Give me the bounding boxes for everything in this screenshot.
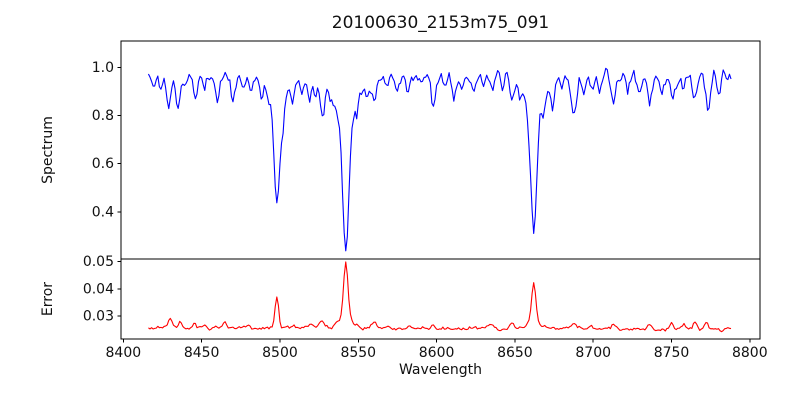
error-y-tick-label: 0.05 (83, 254, 114, 270)
error-y-tick-label: 0.04 (83, 281, 114, 297)
error-y-tick-label: 0.03 (83, 309, 114, 325)
x-tick-label: 8550 (340, 345, 376, 361)
x-tick-label: 8400 (106, 345, 142, 361)
x-axis-label: Wavelength (398, 362, 483, 378)
spectrum-y-tick-label: 0.6 (92, 156, 114, 172)
spectrum-panel-border (120, 40, 761, 260)
x-tick-label: 8800 (732, 345, 768, 361)
spectrum-line (147, 67, 732, 252)
spectrum-y-tick-label: 0.8 (92, 108, 114, 124)
error-line (148, 261, 732, 333)
x-tick-label: 8600 (419, 345, 455, 361)
x-tick-label: 8500 (262, 345, 298, 361)
spectrum-y-tick-label: 1.0 (92, 60, 114, 76)
x-tick-label: 8700 (575, 345, 611, 361)
x-tick-label: 8450 (184, 345, 220, 361)
x-tick-label: 8650 (497, 345, 533, 361)
plot-title: 20100630_2153m75_091 (331, 13, 550, 33)
spectrum-y-tick-label: 0.4 (92, 204, 114, 220)
x-tick-label: 8750 (654, 345, 690, 361)
error-panel-border (120, 258, 761, 340)
